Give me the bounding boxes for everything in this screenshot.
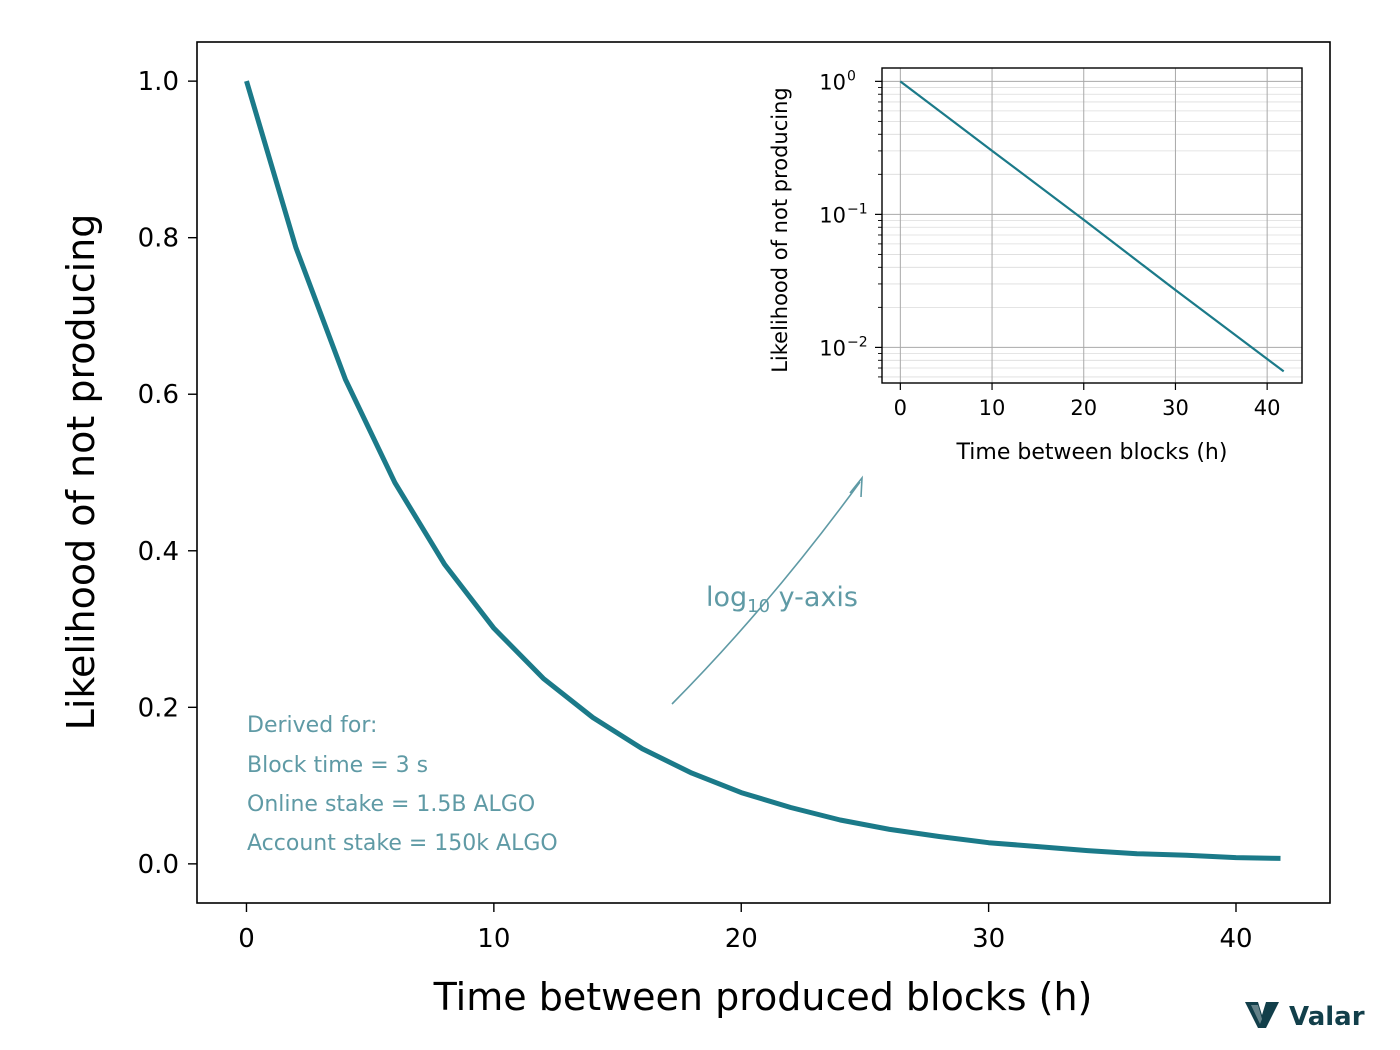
inset-x-tick-label: 40 [1254, 396, 1281, 420]
inset-x-tick-label: 30 [1162, 396, 1189, 420]
arrow-label-rest: y-axis [770, 582, 858, 613]
derived-line: Account stake = 150k ALGO [247, 831, 558, 856]
arrow-label-sub: 10 [747, 596, 770, 617]
main-series [244, 80, 1281, 861]
main-ticks: 0 10 20 30 400.00.20.40.60.81.0 [138, 67, 1253, 954]
inset-ticks: 10 010 −110 −20 10 20 30 40 [819, 68, 1280, 420]
main-x-tick-label: 40 [1219, 924, 1252, 954]
inset-y-axis-label: Likelihood of not producing [768, 87, 792, 373]
main-chart: 0 10 20 30 400.00.20.40.60.81.0 Time between… [59, 41, 1331, 1019]
brand-name: Valar [1289, 1002, 1365, 1032]
main-x-tick-label: 20 [725, 924, 758, 954]
inset-series-line [899, 80, 1285, 373]
derived-line: Online stake = 1.5B ALGO [247, 792, 535, 817]
arrow-label: log10 y-axis [706, 582, 858, 617]
inset-x-axis-label: Time between blocks (h) [956, 440, 1228, 465]
inset-x-tick-label: 10 [979, 396, 1006, 420]
inset-x-tick-label: 0 [894, 396, 907, 420]
inset-y-tick-base: 10 [819, 70, 846, 94]
main-y-tick-label: 0.0 [138, 850, 179, 880]
inset-y-tick-exponent: 0 [847, 68, 856, 84]
valar-logo-icon [1245, 1002, 1279, 1028]
inset-y-tick-exponent: −1 [847, 201, 868, 217]
log-axis-arrow [671, 475, 863, 705]
main-plot-frame [196, 41, 1331, 904]
inset-series [899, 80, 1285, 373]
derived-annotation: Derived for: Block time = 3 s Online sta… [247, 713, 558, 856]
main-x-tick-label: 0 [238, 924, 255, 954]
main-x-tick-label: 30 [972, 924, 1005, 954]
main-y-axis-label: Likelihood of not producing [59, 214, 103, 731]
main-y-tick-label: 0.8 [138, 224, 179, 254]
main-y-tick-label: 0.2 [138, 693, 179, 723]
inset-grid [882, 68, 1302, 383]
inset-y-tick-label: 10 [819, 203, 846, 227]
derived-line: Derived for: [247, 713, 377, 738]
arrow-curve [671, 481, 861, 705]
main-y-tick-label: 1.0 [138, 67, 179, 97]
main-y-tick-label: 0.6 [138, 380, 179, 410]
inset-y-tick-base: 10 [819, 336, 846, 360]
arrow-head [849, 475, 863, 498]
main-series-line [244, 80, 1281, 861]
inset-chart: 10 010 −110 −20 10 20 30 40 Time between blocks… [768, 67, 1303, 465]
main-x-axis-label: Time between produced blocks (h) [433, 975, 1093, 1019]
main-x-tick-label: 10 [477, 924, 510, 954]
inset-y-tick-base: 10 [819, 203, 846, 227]
inset-plot-frame [881, 67, 1303, 384]
valar-logo: Valar [1245, 1002, 1365, 1032]
inset-x-tick-label: 20 [1070, 396, 1097, 420]
valar-logo-highlight [1251, 1005, 1262, 1024]
inset-y-tick-label: 10 [819, 70, 846, 94]
arrow-label-base: log [706, 582, 747, 613]
main-y-tick-label: 0.4 [138, 537, 179, 567]
inset-y-tick-label: 10 [819, 336, 846, 360]
derived-line: Block time = 3 s [247, 753, 428, 778]
inset-y-tick-exponent: −2 [847, 334, 868, 350]
